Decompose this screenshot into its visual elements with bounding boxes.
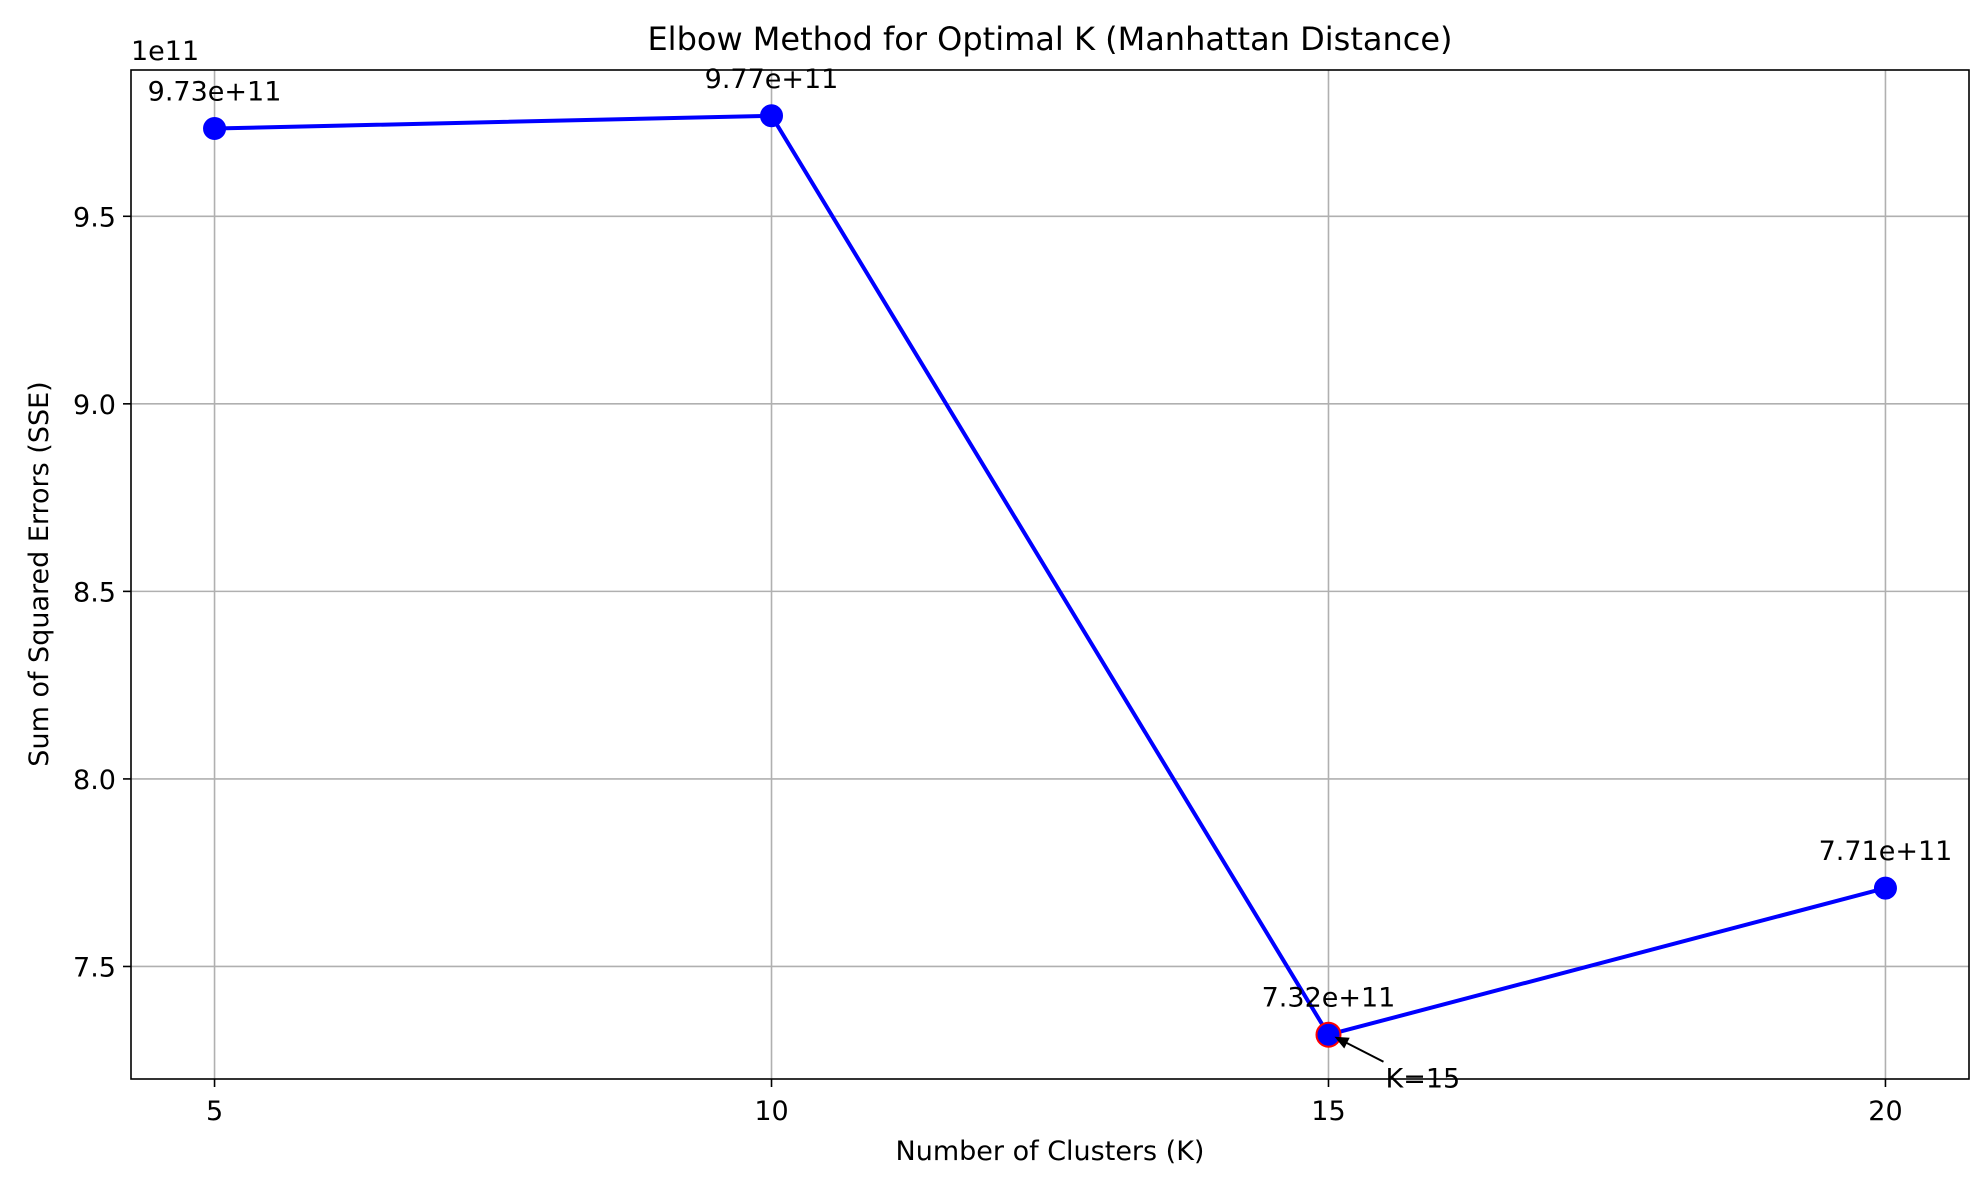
sse-line [214, 113, 1886, 1037]
highlight-arrow-line [1340, 1038, 1384, 1063]
y-tick-label: 7.5 [73, 952, 116, 983]
data-label: 9.73e+11 [148, 77, 282, 108]
y-tick-label: 9.0 [73, 390, 116, 421]
y-offset-label: 1e11 [131, 36, 199, 67]
x-tick-label: 15 [1311, 1096, 1345, 1127]
x-tick-label: 20 [1868, 1096, 1902, 1127]
data-label: 7.71e+11 [1819, 836, 1953, 867]
data-point [203, 117, 227, 141]
x-tick-label: 10 [754, 1096, 788, 1127]
data-point [1873, 876, 1897, 900]
data-label: 9.77e+11 [705, 64, 839, 95]
chart-title: Elbow Method for Optimal K (Manhattan Di… [647, 20, 1452, 58]
highlight-annotation: K=15 [1334, 1036, 1460, 1095]
y-tick-label: 8.0 [73, 765, 116, 796]
data-label: 7.32e+11 [1262, 983, 1396, 1014]
x-axis-label: Number of Clusters (K) [896, 1136, 1205, 1167]
axis-ticks: 5 10 15 20 7.5 8.0 8.5 9.0 9.5 [73, 202, 1903, 1127]
x-tick-label: 5 [206, 1096, 223, 1127]
point-labels: 9.73e+11 9.77e+11 7.32e+11 7.71e+11 [148, 64, 1953, 1014]
data-point [760, 104, 784, 128]
y-tick-label: 9.5 [73, 202, 116, 233]
y-axis-label: Sum of Squared Errors (SSE) [24, 381, 55, 766]
highlight-arrow-head [1334, 1036, 1350, 1049]
y-tick-label: 8.5 [73, 577, 116, 608]
data-point [1315, 1021, 1342, 1048]
grid [131, 70, 1969, 1079]
plot-frame [130, 69, 1970, 1080]
sse-markers [203, 104, 1897, 1048]
highlight-label: K=15 [1385, 1064, 1460, 1095]
